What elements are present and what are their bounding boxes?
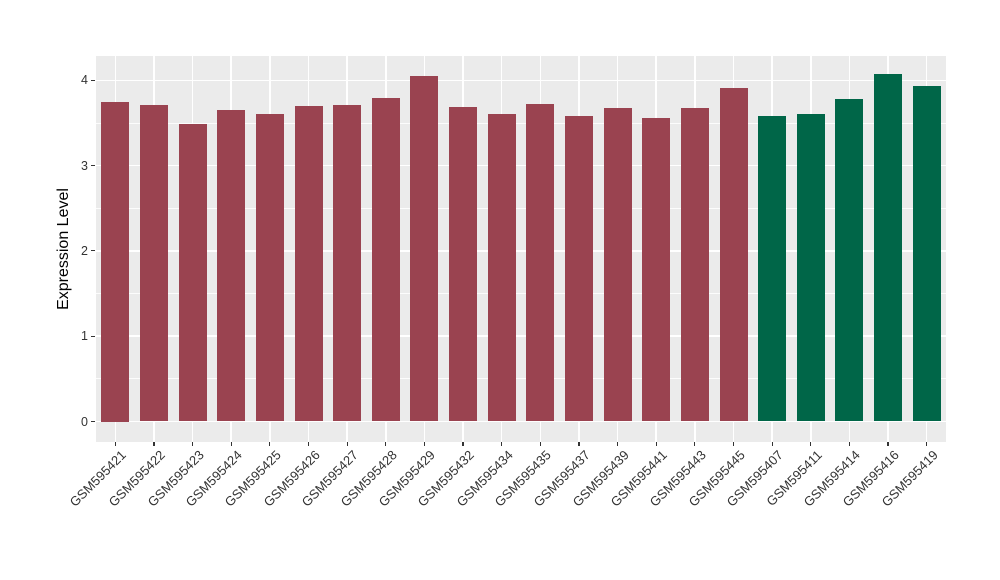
x-tick-mark <box>694 442 696 446</box>
x-tick-mark <box>269 442 271 446</box>
gridline-major <box>96 79 946 82</box>
x-tick-mark <box>810 442 812 446</box>
y-tick-label: 4 <box>81 73 88 88</box>
bar-GSM595411 <box>796 113 825 422</box>
x-tick-mark <box>655 442 657 446</box>
y-tick-mark <box>91 165 95 167</box>
bar-GSM595437 <box>564 116 593 422</box>
gridline-minor <box>96 207 946 209</box>
y-tick-mark <box>91 250 95 252</box>
gridline-major <box>96 420 946 423</box>
gridline-major <box>96 250 946 252</box>
bar-GSM595419 <box>912 86 941 422</box>
x-tick-mark <box>230 442 232 446</box>
x-tick-mark <box>346 442 348 446</box>
y-tick-label: 3 <box>81 158 88 173</box>
x-tick-mark <box>578 442 580 446</box>
x-tick-mark <box>771 442 773 446</box>
bar-GSM595422 <box>139 105 168 422</box>
y-tick-mark <box>91 335 95 337</box>
y-tick-mark <box>91 79 95 81</box>
gridline-minor <box>96 293 946 294</box>
y-tick-mark <box>91 420 95 423</box>
y-tick-label: 1 <box>81 329 88 344</box>
y-tick-label: 0 <box>81 414 88 429</box>
x-tick-mark <box>887 442 889 446</box>
bar-GSM595407 <box>758 116 787 422</box>
bar-GSM595423 <box>178 123 207 422</box>
bar-GSM595443 <box>680 107 709 422</box>
bar-GSM595428 <box>371 98 400 422</box>
x-tick-mark <box>539 442 541 446</box>
bar-GSM595435 <box>526 104 555 422</box>
x-tick-mark <box>191 442 194 446</box>
plot-panel <box>96 56 946 442</box>
bar-GSM595441 <box>642 117 671 422</box>
x-tick-mark <box>153 442 155 446</box>
bar-GSM595414 <box>835 99 864 422</box>
x-tick-mark <box>926 442 928 446</box>
x-tick-mark <box>423 442 425 446</box>
gridline-minor <box>96 122 946 124</box>
x-tick-mark <box>732 442 735 446</box>
x-tick-mark <box>385 442 387 446</box>
bar-GSM595429 <box>410 76 439 422</box>
bar-GSM595434 <box>487 113 516 422</box>
bar-GSM595439 <box>603 108 632 422</box>
gridline-minor <box>96 378 946 380</box>
bar-GSM595425 <box>255 113 284 422</box>
bar-GSM595445 <box>719 87 748 422</box>
gridline-major <box>96 335 946 337</box>
x-tick-mark <box>848 442 850 446</box>
y-tick-label: 2 <box>81 243 88 258</box>
bar-GSM595426 <box>294 105 323 422</box>
bar-GSM595427 <box>333 105 362 422</box>
x-tick-mark <box>462 442 464 446</box>
x-tick-mark <box>616 442 619 446</box>
bar-GSM595421 <box>101 101 130 422</box>
x-tick-mark <box>114 442 116 446</box>
bar-GSM595416 <box>874 74 903 422</box>
bar-GSM595424 <box>217 110 246 422</box>
x-tick-mark <box>501 442 503 446</box>
gridline-major <box>96 164 946 167</box>
bar-GSM595432 <box>449 106 478 422</box>
x-tick-mark <box>307 442 310 446</box>
